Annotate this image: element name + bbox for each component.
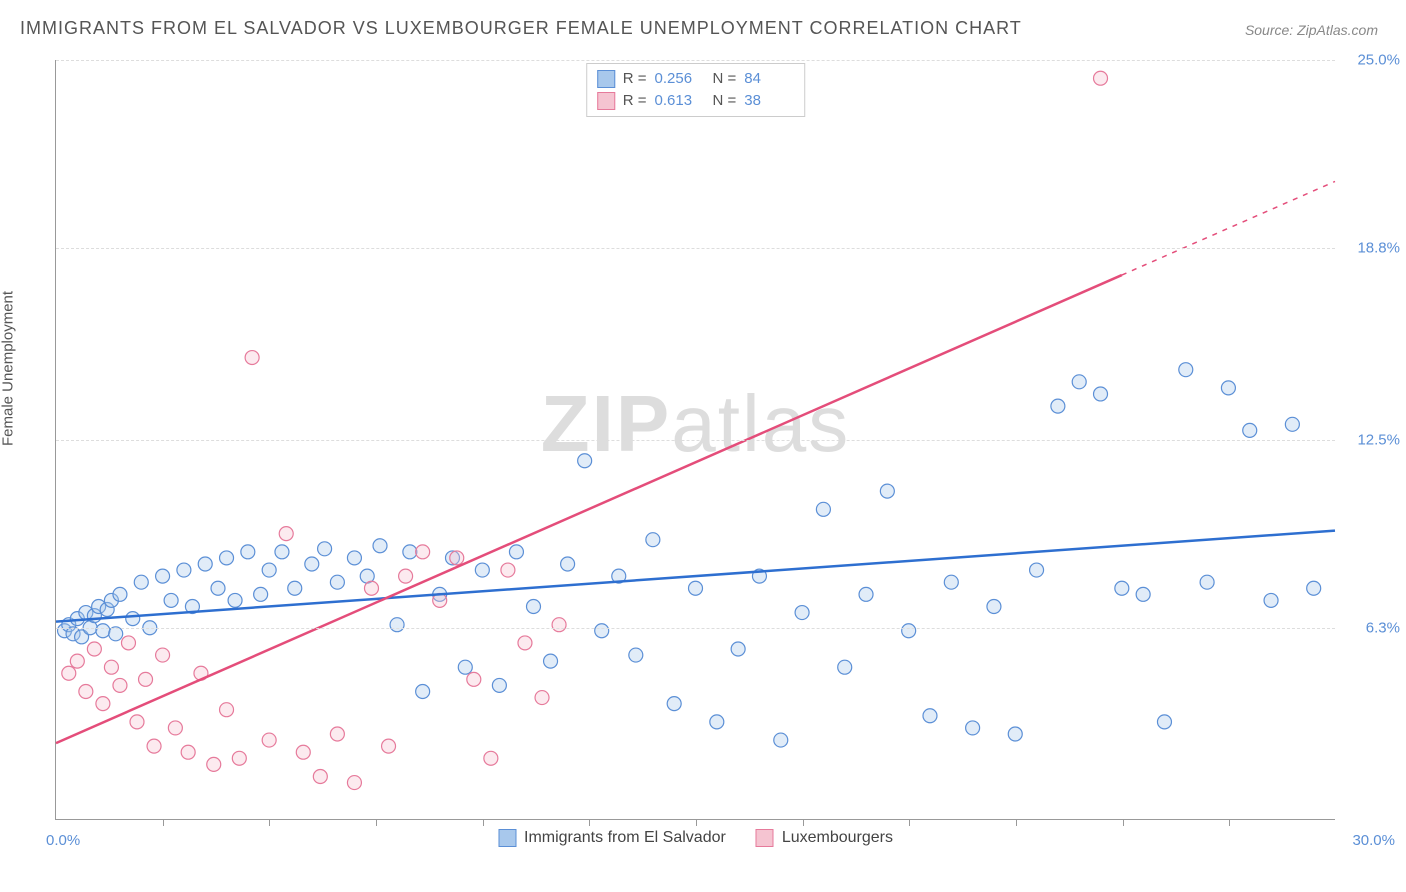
y-tick-label: 6.3% [1366, 620, 1400, 637]
x-tick [1229, 819, 1230, 826]
legend-series-item-0: Immigrants from El Salvador [498, 829, 726, 847]
legend-series-swatch-1 [756, 829, 774, 847]
x-min-label: 0.0% [46, 832, 80, 849]
legend-n-value-1: 38 [744, 90, 794, 112]
x-max-label: 30.0% [1352, 832, 1395, 849]
chart-title: IMMIGRANTS FROM EL SALVADOR VS LUXEMBOUR… [20, 18, 1022, 39]
legend-r-label-0: R = [623, 68, 647, 90]
plot-area: ZIPatlas R = 0.256 N = 84 R = 0.613 N = … [55, 60, 1335, 820]
x-tick [909, 819, 910, 826]
y-tick-label: 25.0% [1357, 52, 1400, 69]
gridline [56, 628, 1335, 629]
x-tick [1016, 819, 1017, 826]
x-tick [269, 819, 270, 826]
y-tick-label: 12.5% [1357, 432, 1400, 449]
legend-stats-row-1: R = 0.613 N = 38 [597, 90, 795, 112]
legend-series: Immigrants from El Salvador Luxembourger… [498, 829, 893, 847]
legend-stats: R = 0.256 N = 84 R = 0.613 N = 38 [586, 63, 806, 117]
x-tick [1123, 819, 1124, 826]
legend-stats-row-0: R = 0.256 N = 84 [597, 68, 795, 90]
gridline [56, 440, 1335, 441]
legend-series-label-0: Immigrants from El Salvador [524, 829, 726, 847]
legend-swatch-0 [597, 70, 615, 88]
legend-r-label-1: R = [623, 90, 647, 112]
x-tick [483, 819, 484, 826]
legend-series-item-1: Luxembourgers [756, 829, 893, 847]
legend-n-label-1: N = [713, 90, 737, 112]
gridline [56, 60, 1335, 61]
x-tick [376, 819, 377, 826]
x-tick [803, 819, 804, 826]
legend-swatch-1 [597, 92, 615, 110]
y-axis-label: Female Unemployment [0, 291, 17, 446]
y-tick-label: 18.8% [1357, 240, 1400, 257]
legend-n-label-0: N = [713, 68, 737, 90]
legend-r-value-0: 0.256 [655, 68, 705, 90]
x-tick [163, 819, 164, 826]
gridline [56, 248, 1335, 249]
legend-series-swatch-0 [498, 829, 516, 847]
legend-n-value-0: 84 [744, 68, 794, 90]
x-tick [696, 819, 697, 826]
x-tick [589, 819, 590, 826]
legend-series-label-1: Luxembourgers [782, 829, 893, 847]
legend-r-value-1: 0.613 [655, 90, 705, 112]
source-attribution: Source: ZipAtlas.com [1245, 22, 1378, 38]
